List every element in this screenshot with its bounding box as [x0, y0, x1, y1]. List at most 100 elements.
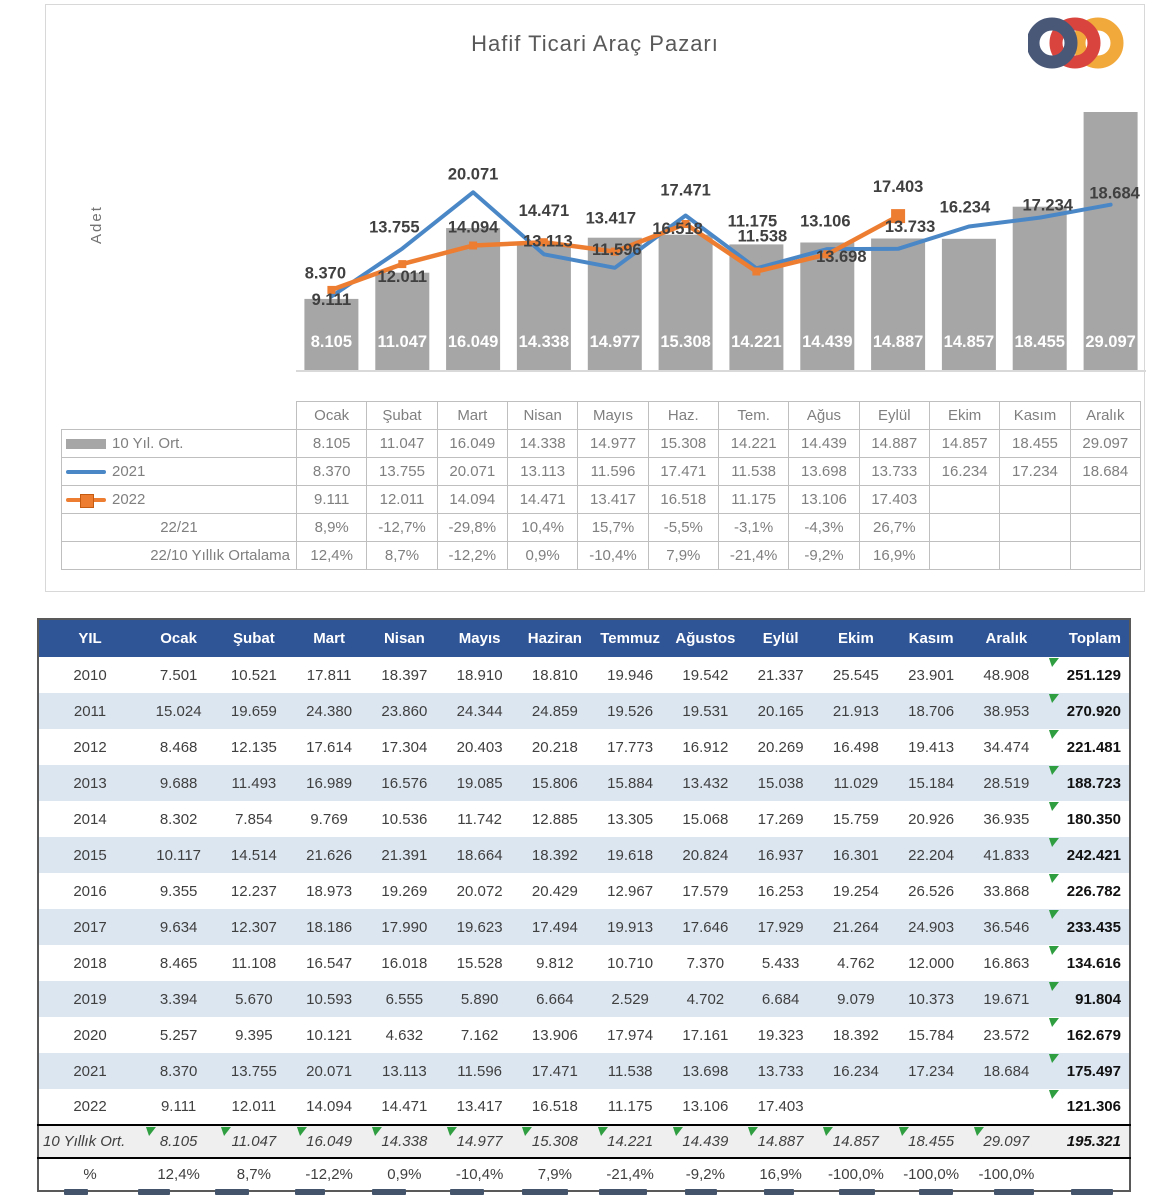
legend-value-cell: 14.439	[788, 429, 860, 458]
average-value-cell: 8.105	[141, 1124, 217, 1159]
month-value-cell: 9.395	[235, 1026, 273, 1044]
table-header-cell: Kasım	[893, 619, 969, 657]
total-cell: 226.782	[1044, 873, 1130, 909]
month-value-cell: 20.071	[291, 1053, 367, 1089]
month-value-cell: 17.269	[757, 810, 804, 828]
legend-value-cell	[928, 485, 1001, 514]
legend-value-cell: 8,9%	[295, 513, 368, 542]
month-value-cell: 9.634	[141, 909, 217, 945]
legend-value-cell: 14.471	[506, 485, 579, 514]
table-row: 2014 8.302 7.854 9.769 10.536 11.742 12.885 13.…	[38, 801, 1130, 837]
month-value-cell: 6.555	[366, 981, 442, 1017]
month-value-cell: 36.546	[968, 909, 1044, 945]
legend-row-label: 22/21	[61, 513, 297, 542]
table-row: 2011 15.024 19.659 24.380 23.860 24.344 24.859…	[38, 693, 1130, 729]
month-value-cell: 2.529	[592, 981, 668, 1017]
table-row: 2021 8.370 13.755 20.071 13.113 11.596 17.471 1…	[38, 1053, 1130, 1089]
average-value-cell: 14.857	[818, 1124, 894, 1159]
legend-value-cell: 14.338	[506, 429, 579, 458]
month-value-cell: 8.465	[159, 954, 198, 972]
legend-value-cell: 16.518	[647, 485, 719, 514]
month-value-cell: 19.254	[832, 882, 879, 900]
month-value-cell: 12.011	[231, 1098, 277, 1115]
table-header-cell: Mart	[291, 619, 367, 657]
month-value-cell: 48.908	[983, 666, 1030, 684]
marker-2022	[681, 220, 690, 228]
month-value-cell: 15.759	[832, 810, 879, 828]
legend-value-cell: 7,9%	[647, 541, 719, 570]
month-value-cell: 28.519	[968, 765, 1044, 801]
table-header-cell: Ağustos	[667, 619, 743, 657]
month-value-cell: 18.910	[456, 666, 503, 684]
legend-row: 2021 8.370 13.755 20.071 13.113 11.596 17.471 1…	[61, 457, 1142, 486]
bar	[375, 272, 430, 371]
month-value-cell: 13.733	[743, 1053, 819, 1089]
cropped-header-cell	[897, 1189, 975, 1195]
month-value-cell: 18.392	[832, 1026, 879, 1044]
cropped-header-cell	[37, 1189, 115, 1195]
month-value-cell: 15.528	[456, 954, 503, 972]
month-value-cell: 19.913	[592, 909, 668, 945]
legend-value-cell: 8,7%	[366, 541, 438, 570]
total-cell: 233.435	[1044, 909, 1130, 945]
month-value-cell: 23.901	[908, 666, 955, 684]
legend-value-cell: 15,7%	[577, 513, 649, 542]
cropped-text-dash	[295, 1189, 326, 1195]
month-value-cell: 16.547	[306, 954, 353, 972]
month-value-cell: 13.906	[531, 1026, 578, 1044]
legend-value-cell	[1069, 485, 1142, 514]
month-value-cell: 36.935	[983, 810, 1030, 828]
odd-logo	[1026, 13, 1124, 80]
month-value-cell: 24.344	[442, 693, 518, 729]
month-value-cell: 9.079	[818, 981, 894, 1017]
legend-row-label: 2022	[61, 485, 297, 514]
chart-card: Hafif Ticari Araç Pazarı Adet 8.105 11.04…	[45, 4, 1146, 592]
month-value-cell: 10.373	[893, 981, 969, 1017]
average-value-cell: 16.049	[291, 1124, 367, 1159]
month-value-cell: 13.417	[456, 1098, 503, 1115]
legend-value-cell	[999, 485, 1071, 514]
legend-month-cell: Ağus	[788, 401, 860, 430]
year-cell: 2013	[38, 765, 141, 801]
legend-value-cell: -9,2%	[788, 541, 860, 570]
table-header-cell: Temmuz	[592, 619, 668, 657]
month-value-cell: 15.184	[893, 765, 969, 801]
legend-value-cell: 14.857	[928, 429, 1001, 458]
month-value-cell: 20.218	[531, 738, 578, 756]
month-value-cell	[969, 1089, 1044, 1125]
cropped-header-cell	[662, 1189, 740, 1195]
legend-row-label: 22/10 Yıllık Ortalama	[61, 541, 297, 570]
legend-row: 22/21 8,9% -12,7% -29,8% 10,4% 15,7% -5,5% -3,1…	[61, 513, 1142, 542]
percent-value-cell: -9,2%	[667, 1158, 743, 1191]
label-2021: 8.370	[305, 265, 346, 283]
table-header-cell: Toplam	[1044, 619, 1130, 657]
cropped-header-cell	[428, 1189, 506, 1195]
line-2021	[329, 190, 1113, 299]
legend-value-cell: 13.698	[788, 457, 860, 486]
month-value-cell: 16.301	[818, 837, 894, 873]
month-value-cell: 21.337	[757, 666, 804, 684]
legend-row: 2022 9.111 12.011 14.094 14.471 13.417 16.518 1…	[61, 485, 1142, 514]
month-value-cell: 18.973	[306, 882, 353, 900]
month-value-cell: 10.593	[291, 981, 367, 1017]
table-row: 2016 9.355 12.237 18.973 19.269 20.072 20.429 1…	[38, 873, 1130, 909]
month-value-cell: 11.175	[607, 1098, 653, 1115]
month-value-cell: 4.702	[667, 981, 743, 1017]
label-2021: 17.471	[660, 182, 710, 200]
month-value-cell: 17.974	[607, 1026, 654, 1044]
month-value-cell: 23.572	[983, 1026, 1030, 1044]
month-value-cell: 13.106	[682, 1098, 729, 1115]
total-cell: 175.497	[1044, 1053, 1130, 1089]
legend-value-cell: 12.011	[366, 485, 438, 514]
legend-value-cell: -5,5%	[647, 513, 719, 542]
table-row: 2017 9.634 12.307 18.186 17.990 19.623 17.494 1…	[38, 909, 1130, 945]
month-value-cell: 13.755	[216, 1053, 292, 1089]
month-value-cell: 19.623	[442, 909, 518, 945]
cropped-text-dash	[1070, 1189, 1113, 1195]
month-value-cell: 16.576	[366, 765, 442, 801]
marker-2022	[752, 267, 761, 276]
bar	[1083, 112, 1138, 371]
table-row: 2019 3.394 5.670 10.593 6.555 5.890 6.664 2.529…	[38, 981, 1130, 1017]
label-2022: 13.106	[800, 212, 850, 230]
legend-row: 10 Yıl. Ort. 8.105 11.047 16.049 14.338 14.97…	[61, 429, 1142, 458]
